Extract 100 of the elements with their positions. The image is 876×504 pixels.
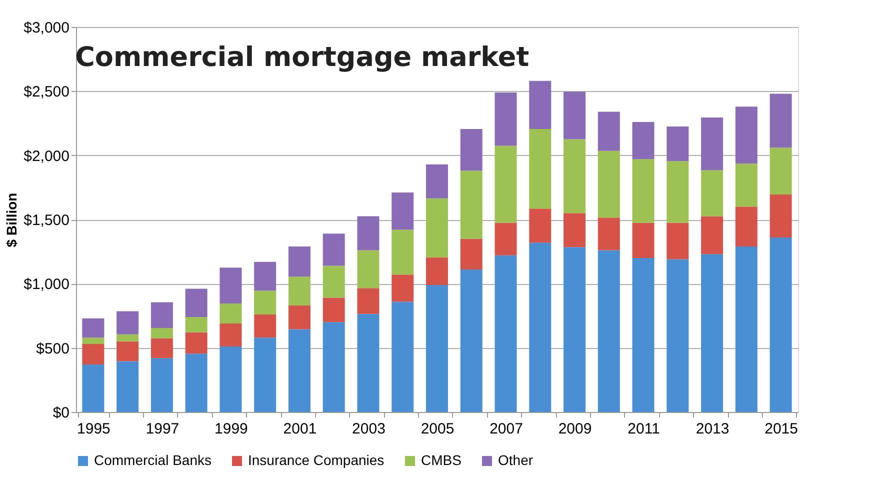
bar <box>185 288 208 318</box>
bar <box>392 274 414 302</box>
x-tick-label: 2005 <box>420 420 454 438</box>
bar <box>598 218 620 250</box>
bar <box>632 159 654 223</box>
x-tick-label: 2007 <box>490 420 523 438</box>
bar <box>770 194 792 238</box>
y-axis-title: $ Billion <box>4 192 20 248</box>
bar <box>701 170 724 216</box>
bar <box>357 250 380 288</box>
bar <box>494 255 517 412</box>
bar <box>701 254 724 412</box>
bar <box>254 262 276 291</box>
x-tick-label: 2009 <box>558 420 592 438</box>
bar <box>598 250 620 412</box>
y-tick-label: $2,000 <box>24 148 70 165</box>
y-tick-label: $500 <box>36 340 70 358</box>
bar <box>357 314 380 412</box>
y-tick-label: $2,500 <box>24 84 70 101</box>
bar <box>632 258 654 412</box>
bar <box>220 323 242 347</box>
bar <box>529 129 552 209</box>
bar <box>735 106 758 164</box>
y-tick-label: $0 <box>52 404 70 422</box>
x-tick-label: 2013 <box>696 420 730 438</box>
bar <box>322 298 345 322</box>
bar <box>529 80 552 130</box>
bar <box>220 304 242 324</box>
bar <box>426 284 448 412</box>
bar <box>288 276 310 306</box>
bar <box>564 213 586 248</box>
bar <box>116 361 139 412</box>
y-tick-label: $3,000 <box>24 20 70 36</box>
legend-label: Other <box>498 452 534 468</box>
bar <box>494 222 517 256</box>
x-tick-label: 1997 <box>146 420 180 438</box>
x-tick-label: 2015 <box>764 420 798 438</box>
y-tick-label: $1,500 <box>24 212 70 229</box>
x-tick-label: 2011 <box>628 420 660 438</box>
bar <box>426 257 448 285</box>
bar <box>82 364 104 412</box>
bar <box>150 328 173 338</box>
bar <box>82 338 104 344</box>
bar <box>529 208 552 243</box>
bar <box>150 302 173 328</box>
bar <box>288 329 310 412</box>
y-tick-label: $1,000 <box>24 276 70 294</box>
bar <box>254 338 276 412</box>
bar <box>460 129 482 171</box>
bar <box>666 222 689 260</box>
bar <box>220 268 242 304</box>
bar <box>322 234 345 266</box>
bar <box>357 288 380 314</box>
bar <box>701 117 724 170</box>
bar <box>666 259 689 412</box>
bar <box>220 346 242 412</box>
bar <box>82 318 104 338</box>
bar <box>770 237 792 412</box>
legend-label: Insurance Companies <box>248 452 384 468</box>
bar <box>770 148 792 194</box>
bar <box>735 164 758 207</box>
x-tick-label: 1999 <box>214 420 248 438</box>
bar <box>357 216 380 250</box>
bar <box>632 122 654 160</box>
bar <box>632 222 654 258</box>
bar <box>529 242 552 412</box>
bar <box>564 92 586 140</box>
bar <box>460 238 482 270</box>
bar <box>426 164 448 198</box>
bar <box>735 206 758 246</box>
bar <box>701 216 724 254</box>
bar <box>185 332 208 354</box>
bar <box>116 311 139 334</box>
bar <box>150 338 173 358</box>
bar <box>426 198 448 258</box>
bar <box>288 246 310 277</box>
bar <box>735 246 758 412</box>
bar <box>185 354 208 412</box>
bar <box>116 341 139 362</box>
bar <box>494 146 517 223</box>
bar <box>770 94 792 148</box>
bar <box>185 317 208 332</box>
bar <box>494 92 517 146</box>
legend-label: Commercial Banks <box>94 452 212 468</box>
bar <box>288 305 310 330</box>
bar <box>392 192 414 230</box>
bar <box>392 302 414 412</box>
bar <box>666 161 689 223</box>
bar <box>254 314 276 338</box>
bar <box>460 170 482 239</box>
bar <box>322 266 345 298</box>
bar <box>322 322 345 412</box>
bar <box>82 344 104 365</box>
legend-label: CMBS <box>421 452 462 468</box>
bar <box>254 290 276 314</box>
bar <box>150 358 173 412</box>
bar <box>564 139 586 214</box>
x-tick-label: 1995 <box>77 420 110 438</box>
bar <box>598 150 620 218</box>
bar <box>564 247 586 412</box>
